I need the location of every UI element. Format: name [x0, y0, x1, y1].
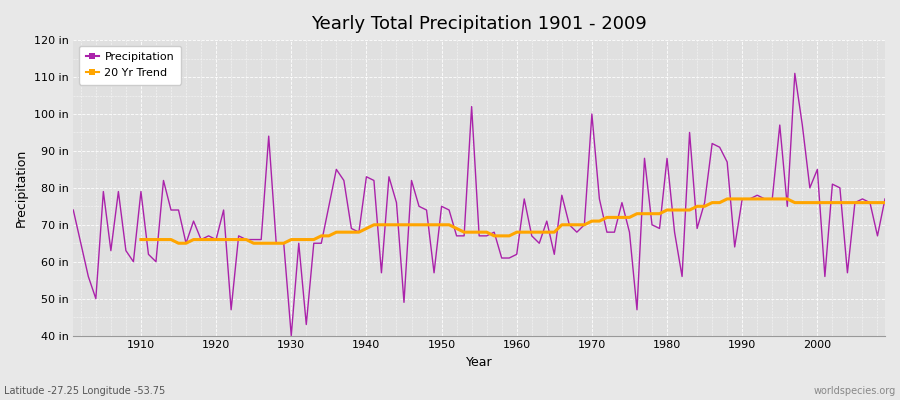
Y-axis label: Precipitation: Precipitation — [15, 149, 28, 227]
Title: Yearly Total Precipitation 1901 - 2009: Yearly Total Precipitation 1901 - 2009 — [311, 15, 647, 33]
Text: Latitude -27.25 Longitude -53.75: Latitude -27.25 Longitude -53.75 — [4, 386, 166, 396]
X-axis label: Year: Year — [466, 356, 492, 369]
Legend: Precipitation, 20 Yr Trend: Precipitation, 20 Yr Trend — [79, 46, 181, 84]
Text: worldspecies.org: worldspecies.org — [814, 386, 896, 396]
